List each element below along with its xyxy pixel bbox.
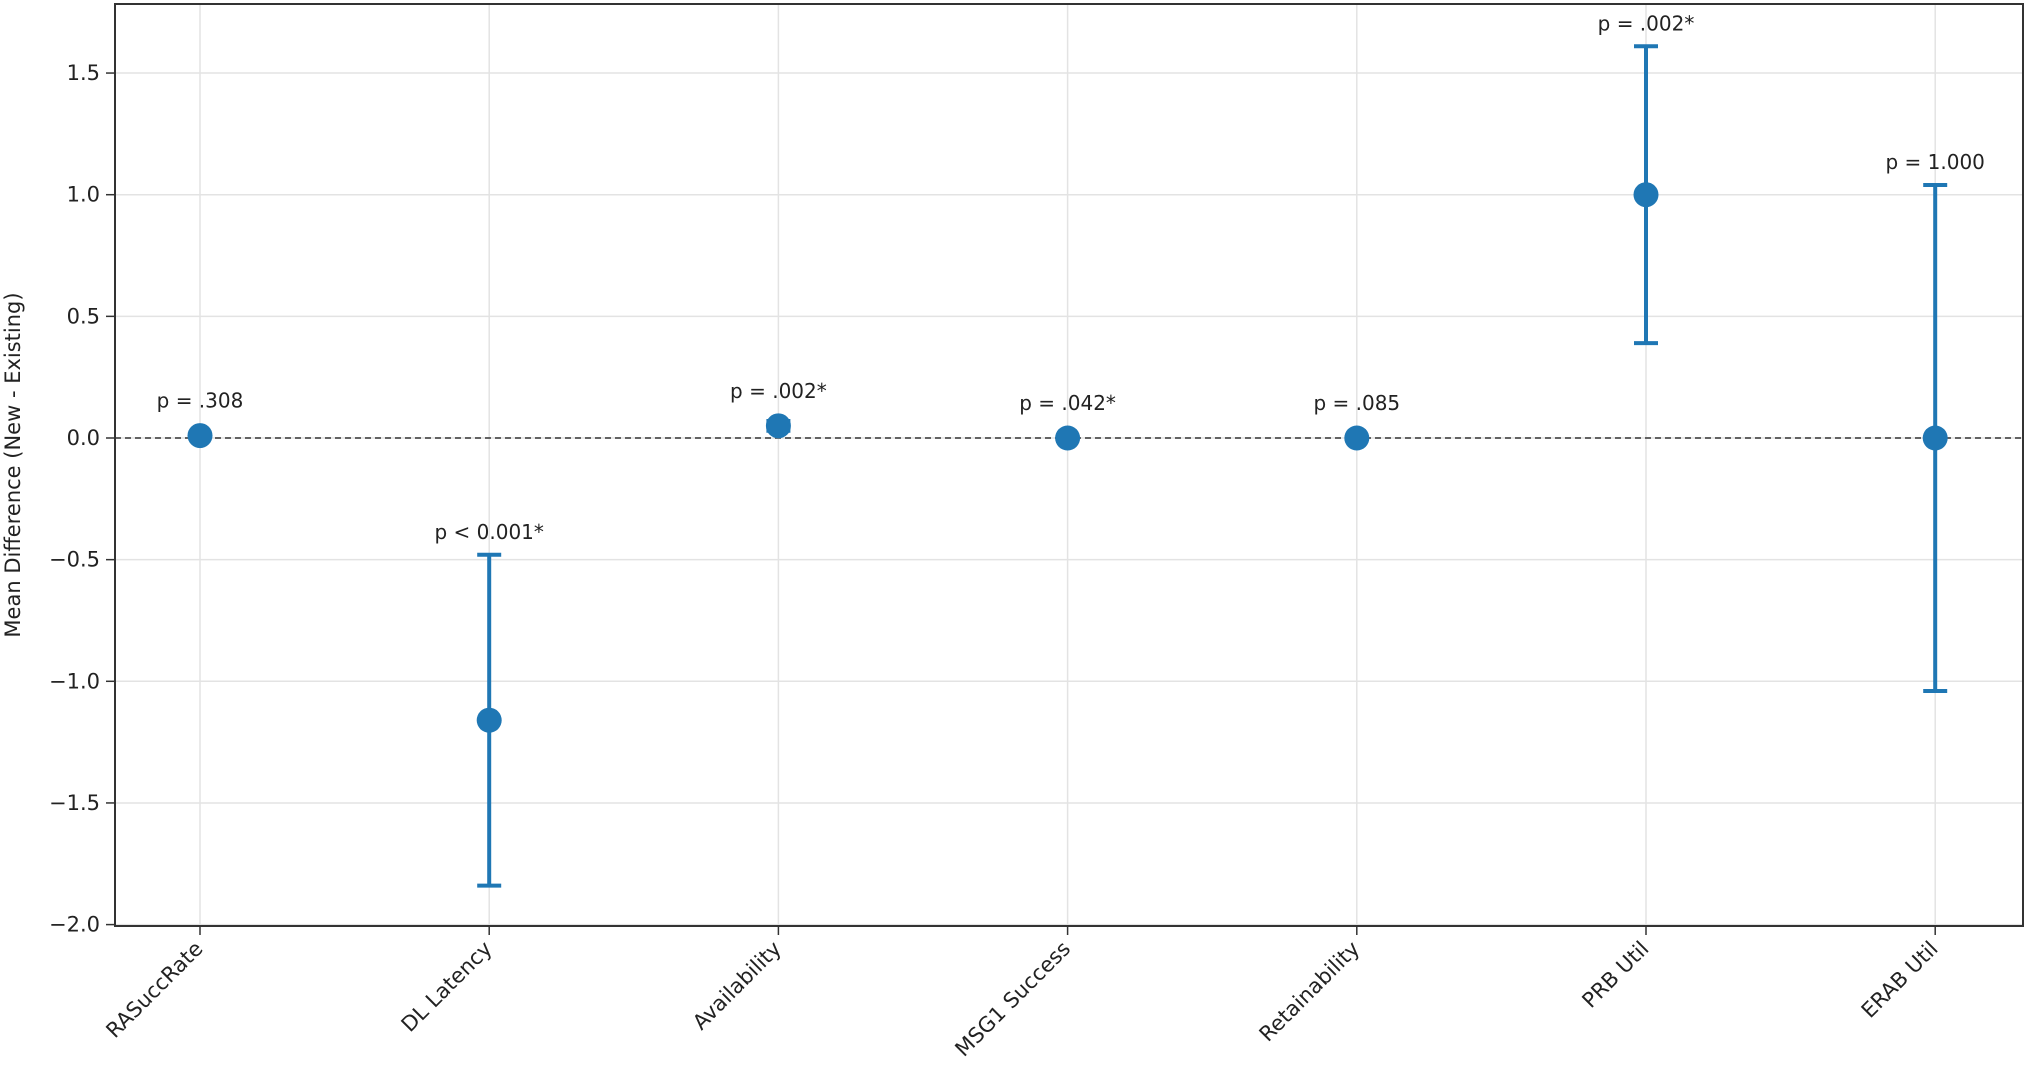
x-tick-label: Availability xyxy=(688,937,786,1035)
data-point xyxy=(476,707,502,733)
p-value-label: p = .002* xyxy=(1598,11,1695,35)
data-point xyxy=(1055,425,1081,451)
x-tick-label: Retainability xyxy=(1255,937,1365,1047)
y-tick-label: −1.0 xyxy=(49,669,100,693)
y-tick-label: 1.5 xyxy=(67,61,100,85)
y-tick-label: 0.5 xyxy=(67,304,100,328)
y-tick-label: −1.5 xyxy=(49,791,100,815)
data-point xyxy=(1633,182,1659,208)
p-value-label: p < 0.001* xyxy=(434,520,543,544)
data-point xyxy=(765,413,791,439)
p-value-label-layer: p = .308 p < 0.001* p = .002* p = .042* p = … xyxy=(157,11,1985,543)
x-axis-ticks: RASuccRate DL Latency Availability MSG1 Suc… xyxy=(101,926,1943,1062)
p-value-label: p = 1.000 xyxy=(1885,150,1984,174)
grid-layer xyxy=(115,4,2023,926)
point-layer xyxy=(187,182,1948,733)
y-tick-label: 0.0 xyxy=(67,426,100,450)
y-axis-label: Mean Difference (New - Existing) xyxy=(1,292,25,637)
p-value-label: p = .308 xyxy=(157,389,244,413)
x-tick-label: RASuccRate xyxy=(101,937,207,1043)
y-tick-label: −0.5 xyxy=(49,548,100,572)
data-point xyxy=(1344,425,1370,451)
data-point xyxy=(187,423,213,449)
x-tick-label: DL Latency xyxy=(397,937,497,1037)
y-tick-label: 1.0 xyxy=(67,183,100,207)
data-point xyxy=(1922,425,1948,451)
error-bar-layer xyxy=(477,44,1948,888)
x-tick-label: ERAB Util xyxy=(1857,937,1943,1023)
x-tick-label: PRB Util xyxy=(1577,937,1653,1013)
p-value-label: p = .002* xyxy=(730,379,827,403)
x-tick-label: MSG1 Success xyxy=(950,937,1075,1062)
p-value-label: p = .085 xyxy=(1313,391,1400,415)
p-value-label: p = .042* xyxy=(1019,391,1116,415)
y-axis-ticks: 1.5 1.0 0.5 0.0 −0.5 −1.0 −1.5 −2.0 xyxy=(49,61,115,937)
plot-frame xyxy=(114,3,2024,927)
y-tick-label: −2.0 xyxy=(49,913,100,937)
